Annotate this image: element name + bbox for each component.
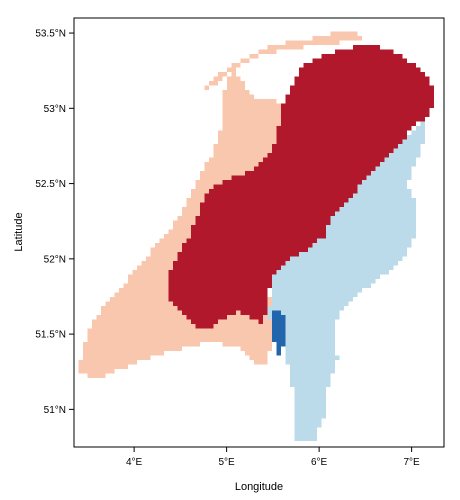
y-tick-label: 53°N [44,104,66,115]
region-dark-red-2 [168,45,434,329]
map-regions [78,31,434,441]
y-axis-title: Latitude [13,212,25,251]
region-dark-blue-4 [272,310,286,356]
x-tick-label: 4°E [126,457,143,468]
y-tick-label: 52°N [44,254,66,265]
y-axis-ticks: 51°N 51.5°N 52°N 52.5°N 53°N 53.5°N [35,29,74,416]
region-light-red-1 [204,31,362,90]
y-tick-label: 51°N [44,405,66,416]
region-cells [272,310,286,356]
y-tick-label: 51.5°N [35,330,66,341]
y-tick-label: 53.5°N [35,29,66,40]
x-tick-label: 5°E [219,457,236,468]
y-tick-label: 52.5°N [35,179,66,190]
x-tick-label: 7°E [404,457,421,468]
region-light-blue-3 [267,121,425,441]
x-axis-ticks: 4°E 5°E 6°E 7°E [126,447,420,468]
region-cells [204,31,362,90]
x-tick-label: 6°E [311,457,328,468]
x-axis-title: Longitude [235,481,283,493]
map-frame [73,17,445,448]
region-cells [168,45,434,329]
region-cells [267,121,425,441]
